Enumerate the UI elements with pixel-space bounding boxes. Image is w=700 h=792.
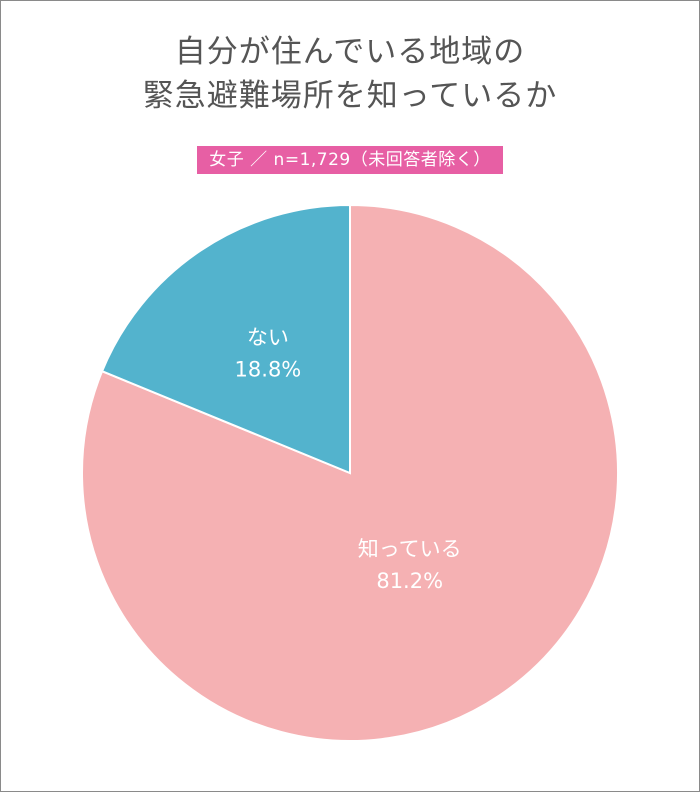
slice-value-known: 81.2%: [376, 569, 443, 593]
subtitle-wrap: 女子 ／ n=1,729（未回答者除く）: [0, 146, 700, 174]
slice-label-unknown: ない: [247, 326, 289, 350]
slice-label-known: 知っている: [358, 537, 462, 561]
chart-title-line-1: 自分が住んでいる地域の: [174, 34, 526, 70]
slice-value-unknown: 18.8%: [235, 358, 302, 382]
chart-title-line-2: 緊急避難場所を知っているか: [142, 78, 558, 114]
sample-badge: 女子 ／ n=1,729（未回答者除く）: [197, 146, 503, 174]
pie-slice-unknown: [100, 203, 351, 475]
chart-title: 自分が住んでいる地域の 緊急避難場所を知っているか: [0, 30, 700, 118]
